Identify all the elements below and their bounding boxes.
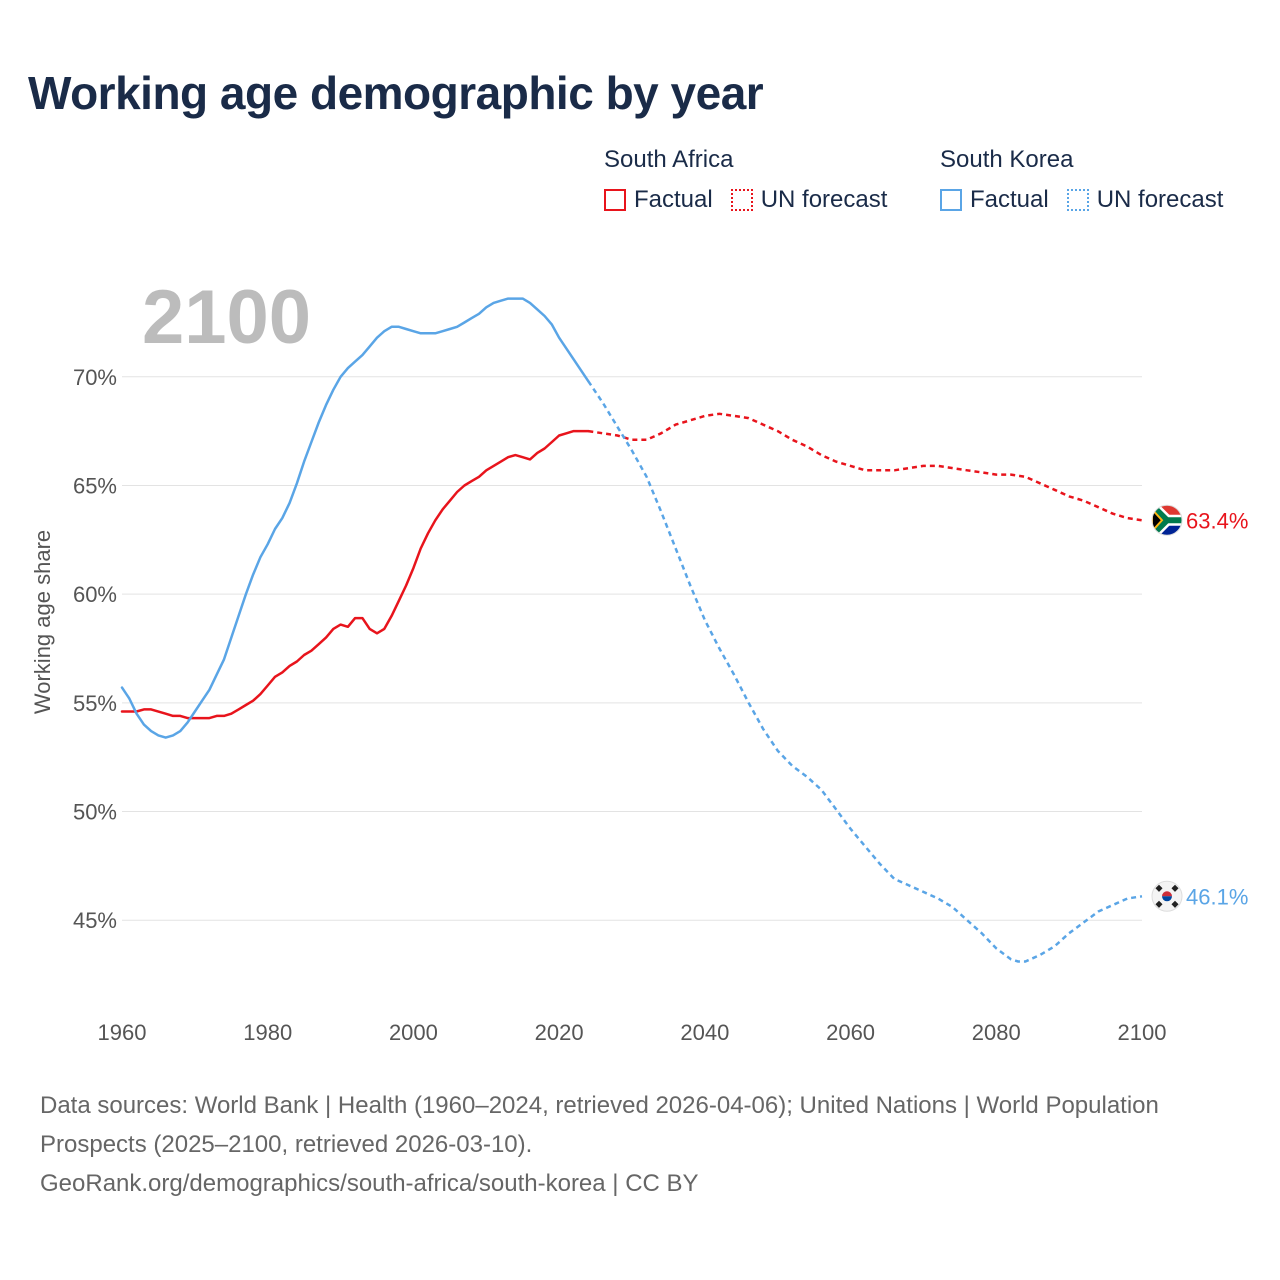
y-axis-label: Working age share: [30, 530, 55, 714]
legend-swatch-dotted: [1066, 189, 1089, 211]
data-sources: Data sources: World Bank | Health (1960–…: [40, 1092, 1159, 1158]
legend-south-africa: South Africa Factual UN forecast: [604, 144, 887, 214]
legend-group-name: South Korea: [940, 146, 1074, 173]
y-tick-label: 60%: [73, 582, 117, 607]
south-africa-end-value: 63.4%: [1186, 508, 1248, 533]
x-tick-label: 2060: [826, 1020, 875, 1045]
x-tick-label: 2040: [680, 1020, 729, 1045]
legend-item-forecast[interactable]: UN forecast: [1066, 186, 1224, 214]
x-axis-ticks: 1960 1980 2000 2020 2040 2060 2080 2100: [98, 1020, 1167, 1045]
legend-south-korea: South Korea Factual UN forecast: [940, 144, 1223, 214]
y-axis-ticks: 45% 50% 55% 60% 65% 70%: [73, 365, 117, 933]
y-tick-label: 50%: [73, 800, 117, 825]
south-korea-flag-icon: [1151, 880, 1183, 912]
legend-swatch-dotted: [730, 189, 753, 211]
credit-link[interactable]: GeoRank.org/demographics/south-africa/so…: [40, 1170, 699, 1197]
south-africa-forecast-line[interactable]: [588, 412, 1143, 522]
south-korea-forecast-line[interactable]: [587, 380, 1143, 963]
legend-group-name: South Africa: [604, 146, 734, 173]
footer: Data sources: World Bank | Health (1960–…: [40, 1086, 1190, 1203]
line-chart: 45% 50% 55% 60% 65% 70% 1960 1980 2000 2020 2040 2…: [30, 275, 1248, 1045]
legend-label: Factual: [970, 186, 1049, 213]
legend-item-factual[interactable]: Factual: [604, 186, 713, 214]
y-tick-label: 45%: [73, 908, 117, 933]
south-korea-factual-line[interactable]: [120, 297, 590, 739]
legend-label: Factual: [634, 186, 713, 213]
x-tick-label: 2080: [972, 1020, 1021, 1045]
x-tick-label: 2000: [389, 1020, 438, 1045]
legend-label: UN forecast: [760, 186, 888, 213]
legend-item-forecast[interactable]: UN forecast: [730, 186, 888, 214]
gridlines: [122, 376, 1142, 921]
y-tick-label: 70%: [73, 365, 117, 390]
current-year-label: 2100: [142, 275, 311, 360]
x-tick-label: 2020: [535, 1020, 584, 1045]
legend-swatch-solid: [604, 189, 626, 211]
y-tick-label: 65%: [73, 473, 117, 498]
south-africa-flag-icon: [1151, 504, 1183, 536]
legend-item-factual[interactable]: Factual: [940, 186, 1049, 214]
series-lines: [120, 297, 1143, 963]
series-end-markers: 63.4% 46.1%: [1151, 504, 1248, 912]
x-tick-label: 1960: [98, 1020, 147, 1045]
y-tick-label: 55%: [73, 691, 117, 716]
chart-title: Working age demographic by year: [28, 67, 764, 119]
south-africa-factual-line[interactable]: [120, 429, 590, 720]
legend-label: UN forecast: [1096, 186, 1224, 213]
legend-swatch-solid: [940, 189, 962, 211]
x-tick-label: 1980: [243, 1020, 292, 1045]
x-tick-label: 2100: [1118, 1020, 1167, 1045]
south-korea-end-value: 46.1%: [1186, 884, 1248, 909]
